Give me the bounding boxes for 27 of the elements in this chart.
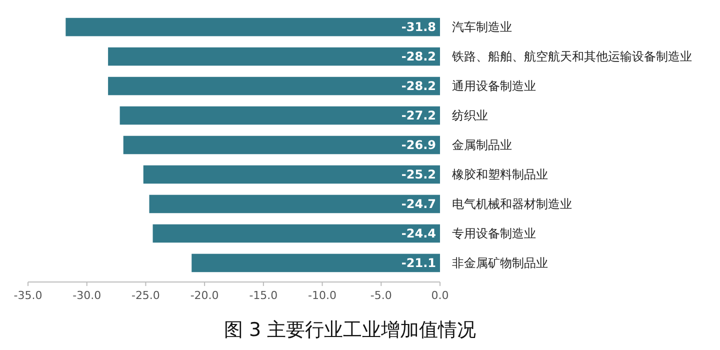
x-tick-label: -30.0 (72, 289, 102, 302)
y-tick-label: 非金属矿物制品业 (452, 256, 548, 270)
y-tick-label: 金属制品业 (452, 138, 512, 152)
data-label: -26.9 (401, 138, 436, 152)
data-label: -28.2 (401, 79, 436, 94)
x-tick-label: -10.0 (308, 289, 337, 302)
y-tick-label: 电气机械和器材制造业 (452, 197, 572, 212)
text: 图 3 主要行业工业增加值情况 (224, 319, 476, 341)
y-tick-label: 通用设备制造业 (452, 79, 536, 94)
y-tick-label: 纺织业 (452, 108, 488, 123)
data-label: -27.2 (401, 108, 436, 123)
data-label: -21.1 (401, 256, 436, 270)
y-tick-label: 铁路、船舶、航空航天和其他运输设备制造业 (451, 50, 692, 64)
x-tick-label: -35.0 (14, 289, 42, 302)
y-tick-label: 专用设备制造业 (452, 226, 536, 241)
x-tick-label: -5.0 (370, 289, 392, 302)
data-label: -28.2 (401, 50, 436, 64)
data-label: -25.2 (401, 168, 436, 182)
data-label: -31.8 (401, 20, 436, 34)
data-label: -24.7 (401, 197, 436, 212)
y-tick-label: 汽车制造业 (452, 20, 512, 34)
x-tick-label: -20.0 (190, 289, 219, 302)
x-tick-label: -15.0 (249, 289, 278, 302)
x-tick-label: -25.0 (131, 289, 160, 302)
y-tick-label: 橡胶和塑料制品业 (452, 168, 548, 182)
data-label: -24.4 (401, 226, 436, 241)
x-tick-label: 0.0 (431, 289, 449, 302)
